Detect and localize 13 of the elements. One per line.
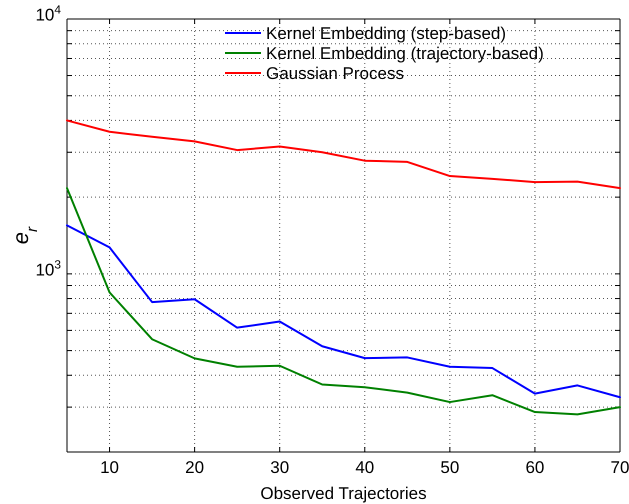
x-tick-label: 70 [610, 458, 629, 478]
x-tick-label: 40 [355, 458, 374, 478]
x-tick-label: 60 [525, 458, 544, 478]
x-tick-label: 50 [440, 458, 460, 478]
x-tick-label: 20 [185, 458, 204, 478]
legend-label: Gaussian Process [266, 64, 404, 83]
legend-label: Kernel Embedding (trajectory-based) [266, 44, 544, 63]
x-tick-label: 30 [270, 458, 290, 478]
y-tick-label: 10$^{3}$ [35, 258, 62, 280]
y-tick-label: 10$^{4}$ [35, 2, 62, 25]
x-tick-label: 10 [100, 458, 119, 478]
x-axis-title: Observed Trajectories [260, 484, 427, 503]
legend-label: Kernel Embedding (step-based) [266, 24, 506, 43]
